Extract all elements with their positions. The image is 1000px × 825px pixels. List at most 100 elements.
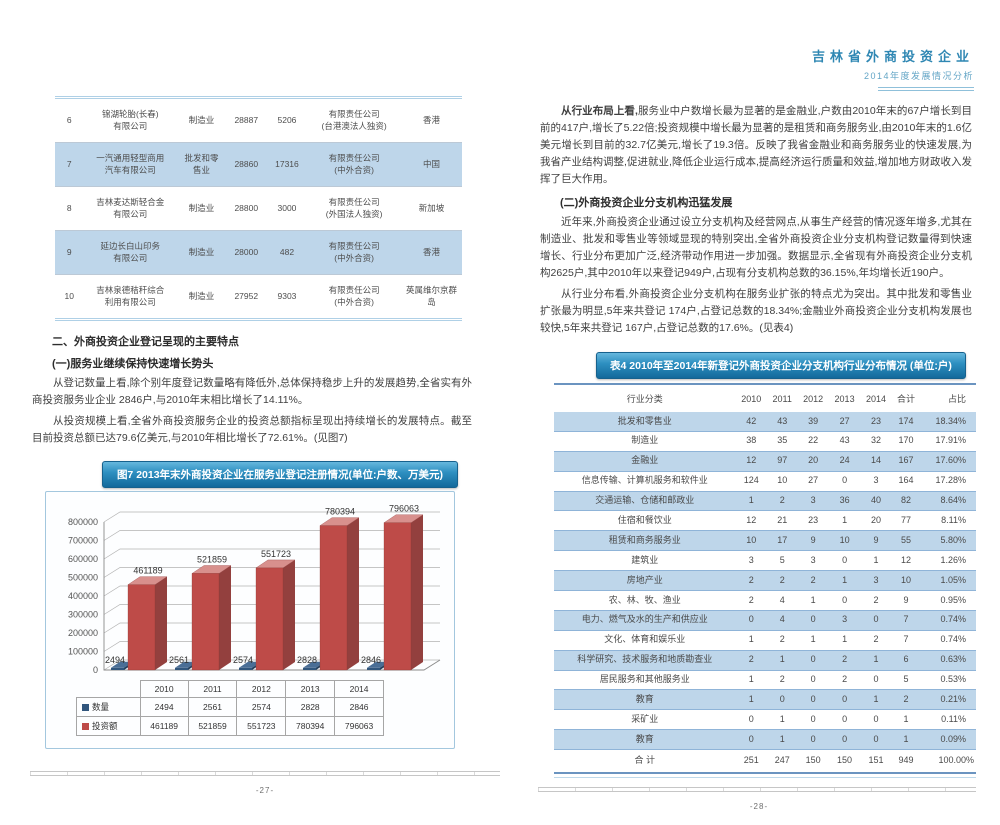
legend-swatch-icon [82,704,89,711]
company-name-cell: 吉林泉德秸秆综合 利用有限公司 [83,274,178,320]
industry-label-cell: 金融业 [554,451,736,472]
rank-cell: 8 [55,186,84,231]
total-cell: 174 [891,412,921,432]
table4-row: 交通运输、仓储和邮政业 1 2 3 36 40 82 8.64% [554,491,976,511]
total-cell: 12 [901,554,912,565]
footer-rule [538,787,976,793]
table4-row: 采矿业 0 1 0 0 0 1 0.11% [554,709,976,730]
bar-qty-top [111,661,133,668]
industry-label-cell: 科学研究、技术服务和地质勘查业 [554,650,736,671]
bar-qty-label: 2561 [169,655,189,665]
bar-inv [383,522,412,671]
bar-qty-label: 2494 [105,655,125,665]
year-value-cell: 0 [860,729,892,750]
total-cell: 1 [891,729,921,750]
total-cell: 167 [891,451,921,472]
percent-cell: 17.91% [935,435,966,446]
year-value-cell: 2 [797,570,829,591]
y-tick-label: 200000 [68,628,98,638]
company-type-cell: 有限责任公司 (外国法人独资) [307,186,401,231]
value-cell: 461189 [139,716,189,736]
year-value-cell: 3 [810,554,816,565]
paragraph-lead: 从行业布局上看, [561,105,638,117]
total-cell: 949 [898,755,914,766]
y-tick-label: 0 [93,665,98,675]
year-value-cell: 20 [870,514,881,525]
year-value-cell: 0 [735,610,767,631]
value-cell: 521859 [187,716,238,736]
year-value-cell: 27 [808,475,819,486]
total-cell: 82 [891,491,921,511]
company-type-cell: 有限责任公司 (台港澳法人独资) [321,109,387,131]
table4-row: 住宿和餐饮业 12 21 23 1 20 77 8.11% [554,510,976,531]
page-number: -27- [255,786,275,795]
company-row: 10 吉林泉德秸秆综合 利用有限公司 制造业 27952 9303 有限责任公司 (中外合资)… [55,274,462,320]
y-tick-label: 300000 [68,610,98,620]
bar-inv-label: 796063 [389,504,419,514]
value-cell: 780394 [285,716,336,736]
year-value-cell: 0 [828,689,861,710]
total-cell: 6 [891,650,921,671]
bar-qty-top [175,661,197,668]
chart-data-table: 2010 2011 2012 2013 2014 数量 2494 2561 2574 2828 28… [76,680,384,736]
page-header: 吉林省外商投资企业 2014年度发展情况分析 [538,46,974,91]
company-table: 6 锦湖轮胎(长春) 有限公司 制造业 28887 5206 有限责任公司 (台港澳法人独资)… [55,96,462,321]
paragraph: 从行业分布看,外商投资企业分支机构在服务业扩张的特点尤为突出。其中批发和零售业扩… [540,288,972,334]
year-value-cell: 0 [797,650,829,671]
industry-label-cell: 文化、体育和娱乐业 [604,634,686,645]
table4-header-cell: 2011 [772,393,792,404]
subsection-heading-2: (二)外商投资企业分支机构迅猛发展 [560,197,733,209]
value-cell: 796063 [334,716,384,736]
year-value-cell: 1 [779,713,785,724]
percent-cell: 5.80% [920,530,976,551]
year-value-cell: 2 [828,650,861,671]
year-value-cell: 0 [842,475,848,486]
industry-cell: 制造业 [177,274,226,320]
year-value-cell: 3 [860,570,892,591]
company-name-cell: 吉林麦达斯轻合金 有限公司 [83,186,178,231]
percent-cell: 1.26% [940,554,966,565]
year-value-cell: 0 [810,713,816,724]
table4-row: 科学研究、技术服务和地质勘查业 2 1 0 2 1 6 0.63% [554,650,976,671]
percent-cell: 1.05% [920,570,976,591]
industry-label-cell: 信息传输、计算机服务和软件业 [581,475,708,486]
year-value-cell: 43 [766,412,798,432]
year-value-cell: 23 [860,412,892,432]
registered-capital-cell: 28000 [225,230,267,275]
year-value-cell: 2 [735,650,767,671]
table4-header-cell: 2010 [741,393,762,404]
table4-row: 建筑业 3 5 3 0 1 12 1.26% [554,550,976,571]
y-tick-label: 100000 [68,647,98,657]
bar-inv [127,584,156,671]
year-value-cell: 3 [873,475,879,486]
report-title: 吉林省外商投资企业 [811,49,974,64]
year-value-cell: 1 [766,729,798,750]
investment-cell: 9303 [266,274,308,320]
figure7-chart: 0 100000 200000 300000 400000 500000 600000 700… [45,491,455,749]
value-cell: 551723 [236,716,287,736]
year-value-cell: 2 [766,491,798,511]
table4-row: 信息传输、计算机服务和软件业 124 10 27 0 3 164 17.28% [554,471,976,491]
table4-row: 居民服务和其他服务业 1 2 0 2 0 5 0.53% [554,670,976,690]
table4-row: 教育 1 0 0 0 1 2 0.21% [554,689,976,710]
industry-label-cell: 住宿和餐饮业 [617,514,672,525]
year-value-cell: 3 [797,491,829,511]
bar-inv [191,573,220,671]
table4-header-cell: 占比 [947,394,966,404]
year-value-cell: 22 [808,435,819,446]
table4-header-cell: 2013 [834,393,855,404]
percent-cell: 0.09% [920,729,976,750]
total-cell: 1 [903,713,909,724]
year-value-cell: 1 [766,650,798,671]
total-cell: 7 [903,634,909,645]
paragraph: 近年来,外商投资企业通过设立分支机构及经营网点,从事生产经营的情况逐年增多,尤其… [540,216,972,279]
origin-cell: 香港 [422,114,440,125]
year-cell: 2011 [187,680,238,698]
bar-qty-label: 2828 [297,655,317,665]
chart-table-series-row: 投资额 461189 521859 551723 780394 796063 [76,716,384,736]
bar-inv-side [347,517,359,670]
company-type-cell: 有限责任公司 (中外合资) [307,142,401,187]
bar-qty [111,667,124,670]
bar-inv-label: 521859 [197,554,227,564]
percent-cell: 0.53% [940,674,966,685]
